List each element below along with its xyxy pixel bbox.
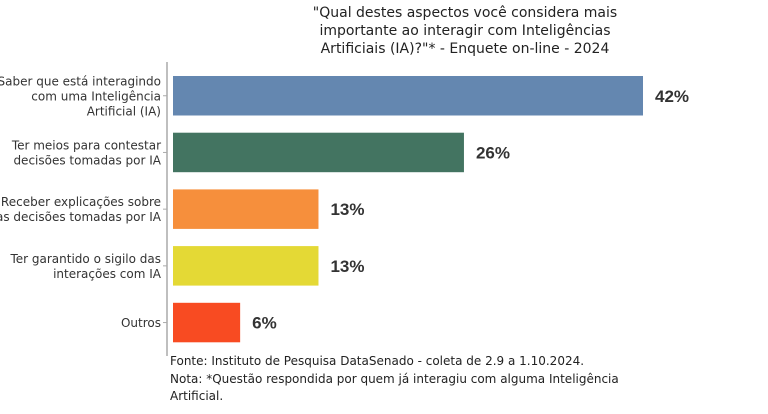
category-label: interações com IA <box>53 267 162 281</box>
category-label: com uma Inteligência <box>31 89 161 103</box>
title-line: Artificiais (IA)?"* - Enquete on-line - … <box>320 41 610 57</box>
footnote: Nota: *Questão respondida por quem já in… <box>170 371 619 386</box>
data-label: 13% <box>330 257 364 276</box>
footnote: Artificial. <box>170 389 224 403</box>
title-line: "Qual destes aspectos você considera mai… <box>312 5 618 21</box>
title-line: importante ao interagir com Inteligência… <box>319 23 611 39</box>
chart-title: "Qual destes aspectos você considera mai… <box>300 4 630 58</box>
data-label: 13% <box>330 200 364 219</box>
bar <box>173 246 319 286</box>
category-label: Receber explicações sobre <box>1 195 161 209</box>
chart-footer: Fonte: Instituto de Pesquisa DataSenado … <box>170 353 619 406</box>
data-label: 42% <box>655 87 689 106</box>
bar <box>173 76 643 116</box>
bar <box>173 132 464 173</box>
bar <box>173 189 319 229</box>
category-label: decisões tomadas por IA <box>13 153 161 167</box>
category-label: Ter meios para contestar <box>11 138 161 152</box>
data-label: 26% <box>476 143 510 162</box>
category-label: Saber que está interagindo <box>0 74 161 88</box>
bar <box>173 302 241 343</box>
category-label: Ter garantido o sigilo das <box>9 252 161 266</box>
data-label: 6% <box>252 314 277 333</box>
category-label: Outros <box>121 316 161 330</box>
category-label: as decisões tomadas por IA <box>0 210 162 224</box>
source-note: Fonte: Instituto de Pesquisa DataSenado … <box>170 354 585 368</box>
category-label: Artificial (IA) <box>87 104 161 118</box>
